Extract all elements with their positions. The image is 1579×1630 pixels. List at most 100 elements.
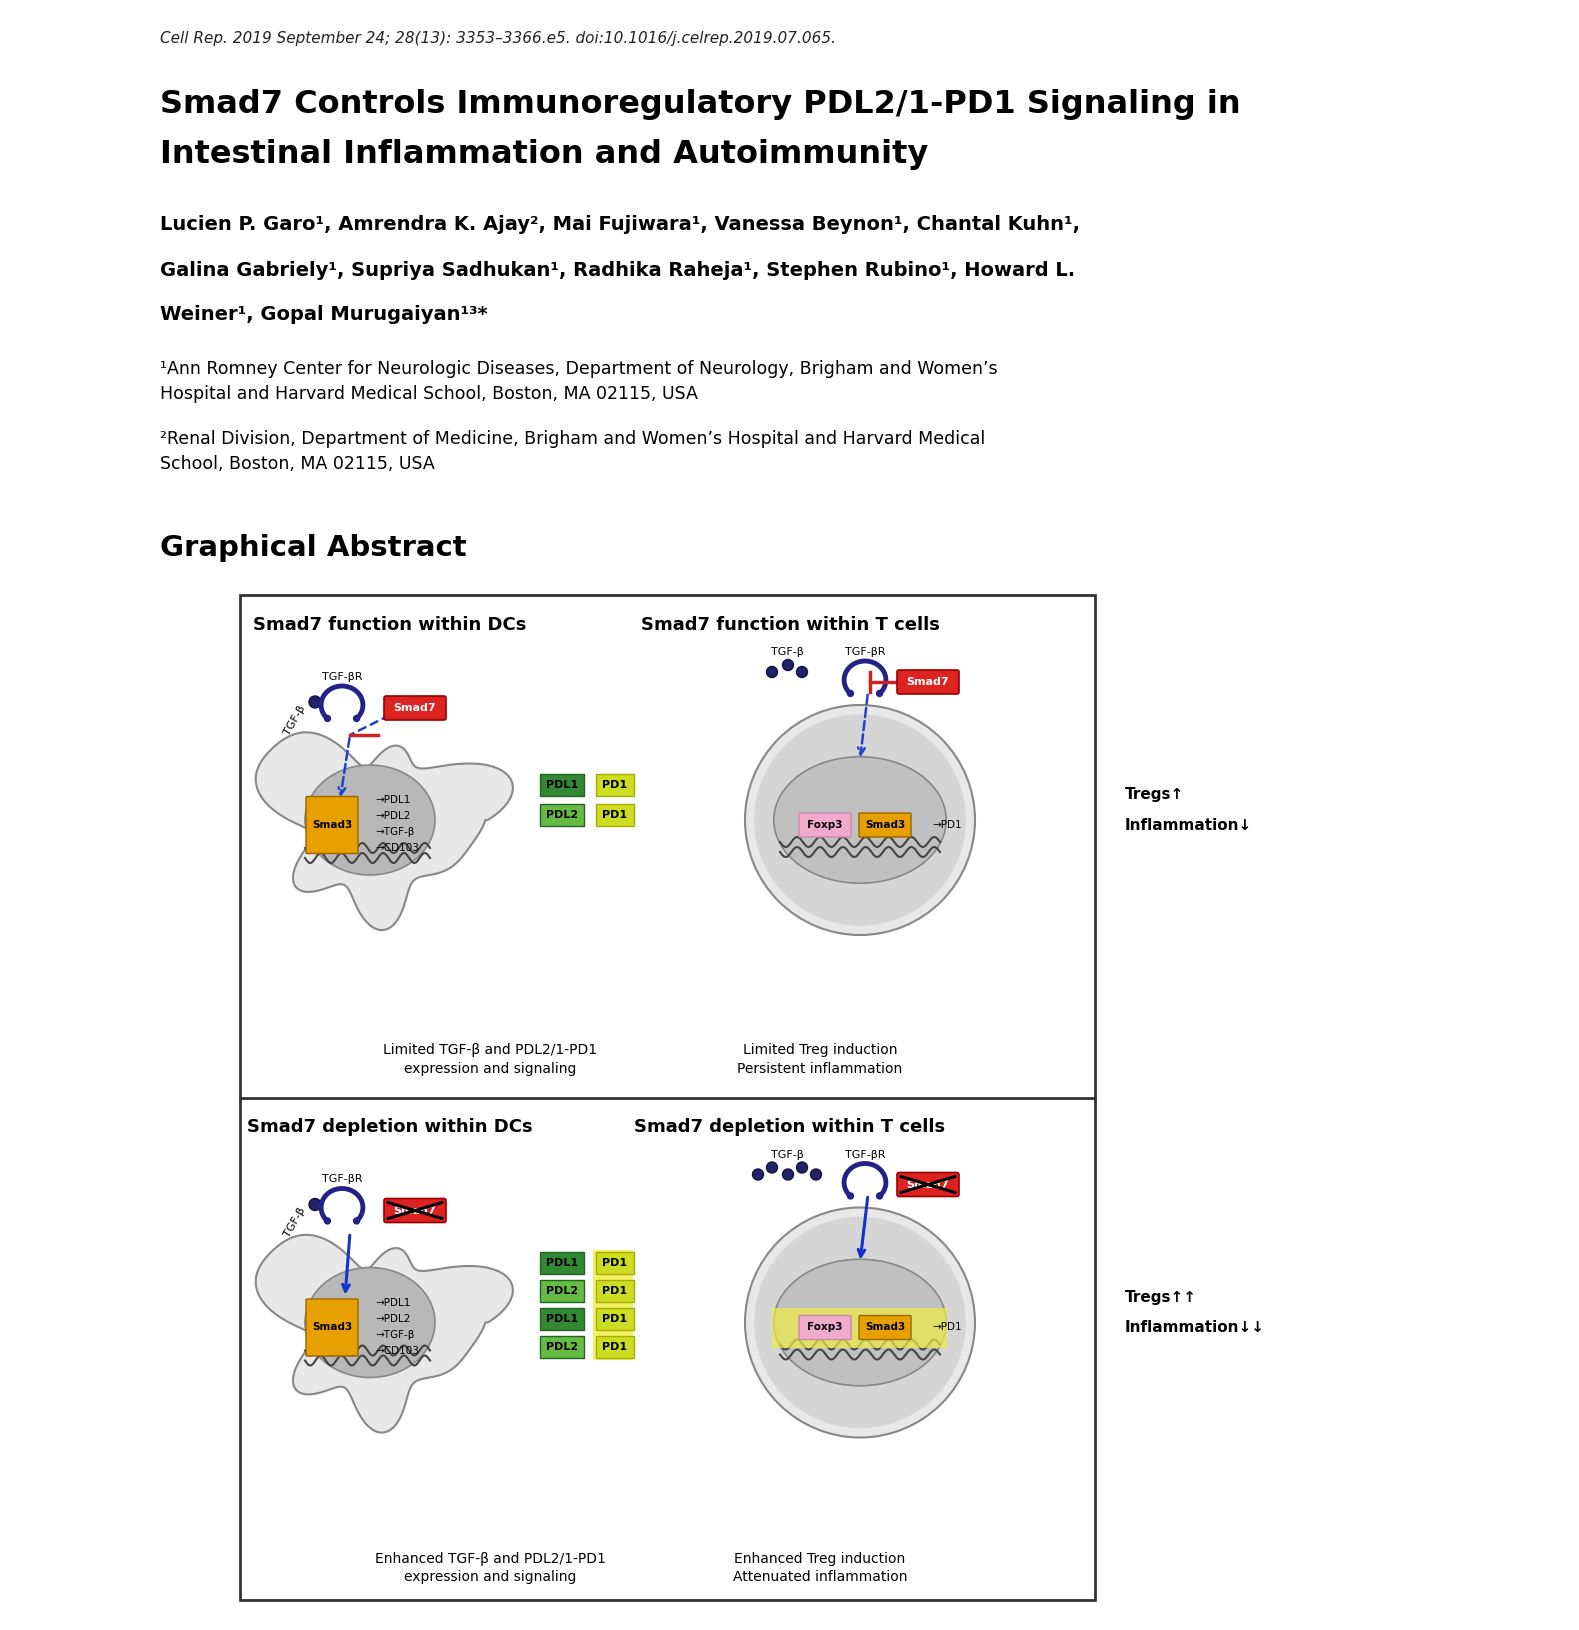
Text: →PDL2: →PDL2 <box>374 812 411 822</box>
Text: Smad7 Controls Immunoregulatory PDL2/1-PD1 Signaling in: Smad7 Controls Immunoregulatory PDL2/1-P… <box>159 90 1241 121</box>
Circle shape <box>309 1198 321 1211</box>
FancyBboxPatch shape <box>859 813 911 836</box>
Text: →PDL1: →PDL1 <box>374 795 411 805</box>
Text: →TGF-β: →TGF-β <box>374 826 414 836</box>
Text: PDL2: PDL2 <box>546 1286 578 1296</box>
Text: Cell Rep. 2019 September 24; 28(13): 3353–3366.e5. doi:10.1016/j.celrep.2019.07.: Cell Rep. 2019 September 24; 28(13): 335… <box>159 31 835 46</box>
Text: →CD103: →CD103 <box>374 843 418 852</box>
Text: Smad3: Smad3 <box>865 820 905 830</box>
Circle shape <box>745 706 974 936</box>
Text: PDL2: PDL2 <box>546 1341 578 1351</box>
Text: TGF-β: TGF-β <box>283 703 308 737</box>
Text: Limited Treg induction
Persistent inflammation: Limited Treg induction Persistent inflam… <box>737 1043 903 1076</box>
Text: →PD1: →PD1 <box>932 1322 962 1332</box>
Text: PD1: PD1 <box>603 1314 627 1324</box>
FancyBboxPatch shape <box>772 1307 947 1348</box>
Text: Lucien P. Garo¹, Amrendra K. Ajay², Mai Fujiwara¹, Vanessa Beynon¹, Chantal Kuhn: Lucien P. Garo¹, Amrendra K. Ajay², Mai … <box>159 215 1080 235</box>
Circle shape <box>753 1169 764 1180</box>
Circle shape <box>783 660 794 670</box>
Ellipse shape <box>774 756 946 883</box>
Circle shape <box>755 714 966 926</box>
Text: →TGF-β: →TGF-β <box>374 1330 414 1340</box>
Circle shape <box>796 1162 807 1174</box>
FancyBboxPatch shape <box>859 1315 911 1340</box>
Circle shape <box>783 1169 794 1180</box>
Text: Graphical Abstract: Graphical Abstract <box>159 535 467 562</box>
Circle shape <box>766 1162 777 1174</box>
FancyBboxPatch shape <box>306 797 358 854</box>
Text: Foxp3: Foxp3 <box>807 820 843 830</box>
Text: Galina Gabriely¹, Supriya Sadhukan¹, Radhika Raheja¹, Stephen Rubino¹, Howard L.: Galina Gabriely¹, Supriya Sadhukan¹, Rad… <box>159 261 1075 279</box>
Polygon shape <box>256 1236 513 1433</box>
Text: TGF-βR: TGF-βR <box>322 672 362 681</box>
Text: Intestinal Inflammation and Autoimmunity: Intestinal Inflammation and Autoimmunity <box>159 140 928 171</box>
Text: TGF-βR: TGF-βR <box>322 1175 362 1185</box>
Text: Smad7 depletion within DCs: Smad7 depletion within DCs <box>248 1118 532 1136</box>
Ellipse shape <box>774 1260 946 1386</box>
Text: ²Renal Division, Department of Medicine, Brigham and Women’s Hospital and Harvar: ²Renal Division, Department of Medicine,… <box>159 430 985 473</box>
Text: Weiner¹, Gopal Murugaiyan¹³*: Weiner¹, Gopal Murugaiyan¹³* <box>159 305 488 324</box>
Text: Smad7: Smad7 <box>393 703 436 712</box>
Text: PD1: PD1 <box>603 810 627 820</box>
Circle shape <box>755 1216 966 1428</box>
Text: Smad7: Smad7 <box>906 676 949 686</box>
Text: Smad7 function within DCs: Smad7 function within DCs <box>253 616 527 634</box>
Text: →PDL1: →PDL1 <box>374 1297 411 1307</box>
Text: TGF-βR: TGF-βR <box>845 647 886 657</box>
Text: PD1: PD1 <box>603 1341 627 1351</box>
Circle shape <box>324 1218 330 1224</box>
FancyBboxPatch shape <box>799 813 851 836</box>
Ellipse shape <box>305 764 434 875</box>
Text: Limited TGF-β and PDL2/1-PD1
expression and signaling: Limited TGF-β and PDL2/1-PD1 expression … <box>384 1043 597 1076</box>
Circle shape <box>766 667 777 678</box>
Bar <box>240 595 1094 1601</box>
FancyBboxPatch shape <box>384 1198 445 1222</box>
Text: →CD103: →CD103 <box>374 1345 418 1356</box>
Text: Enhanced TGF-β and PDL2/1-PD1
expression and signaling: Enhanced TGF-β and PDL2/1-PD1 expression… <box>374 1552 605 1584</box>
Text: Smad7 depletion within T cells: Smad7 depletion within T cells <box>635 1118 946 1136</box>
Circle shape <box>810 1169 821 1180</box>
Text: Inflammation↓: Inflammation↓ <box>1124 818 1252 833</box>
Text: Tregs↑: Tregs↑ <box>1124 787 1184 802</box>
FancyBboxPatch shape <box>595 1252 635 1273</box>
Text: Smad3: Smad3 <box>313 1322 352 1332</box>
Circle shape <box>848 1193 853 1200</box>
FancyBboxPatch shape <box>897 1172 958 1196</box>
Text: Smad7: Smad7 <box>393 1206 436 1216</box>
FancyBboxPatch shape <box>897 670 958 694</box>
FancyBboxPatch shape <box>384 696 445 720</box>
FancyBboxPatch shape <box>594 1250 633 1359</box>
FancyBboxPatch shape <box>540 804 584 826</box>
Text: Foxp3: Foxp3 <box>807 1322 843 1332</box>
Text: Smad7 function within T cells: Smad7 function within T cells <box>641 616 940 634</box>
FancyBboxPatch shape <box>540 1252 584 1273</box>
Text: PDL1: PDL1 <box>546 1257 578 1268</box>
Text: PDL2: PDL2 <box>546 810 578 820</box>
Text: →PD1: →PD1 <box>932 820 962 830</box>
FancyBboxPatch shape <box>540 774 584 795</box>
Circle shape <box>745 1208 974 1438</box>
Ellipse shape <box>305 1268 434 1377</box>
Text: Enhanced Treg induction
Attenuated inflammation: Enhanced Treg induction Attenuated infla… <box>733 1552 908 1584</box>
Text: Tregs↑↑: Tregs↑↑ <box>1124 1289 1197 1306</box>
Text: Smad7: Smad7 <box>906 1180 949 1190</box>
Circle shape <box>354 716 360 722</box>
Circle shape <box>848 691 853 696</box>
Text: TGF-β: TGF-β <box>283 1206 308 1239</box>
Text: Inflammation↓↓: Inflammation↓↓ <box>1124 1320 1265 1335</box>
Text: PD1: PD1 <box>603 1257 627 1268</box>
FancyBboxPatch shape <box>799 1315 851 1340</box>
Text: TGF-β: TGF-β <box>771 647 804 657</box>
FancyBboxPatch shape <box>540 1307 584 1330</box>
Circle shape <box>876 1193 883 1200</box>
Polygon shape <box>256 732 513 931</box>
FancyBboxPatch shape <box>595 774 635 795</box>
Circle shape <box>796 667 807 678</box>
Text: PD1: PD1 <box>603 1286 627 1296</box>
Circle shape <box>324 716 330 722</box>
Text: PD1: PD1 <box>603 781 627 791</box>
Text: TGF-β: TGF-β <box>771 1149 804 1159</box>
FancyBboxPatch shape <box>540 1335 584 1358</box>
Circle shape <box>354 1218 360 1224</box>
Text: Smad3: Smad3 <box>313 820 352 830</box>
